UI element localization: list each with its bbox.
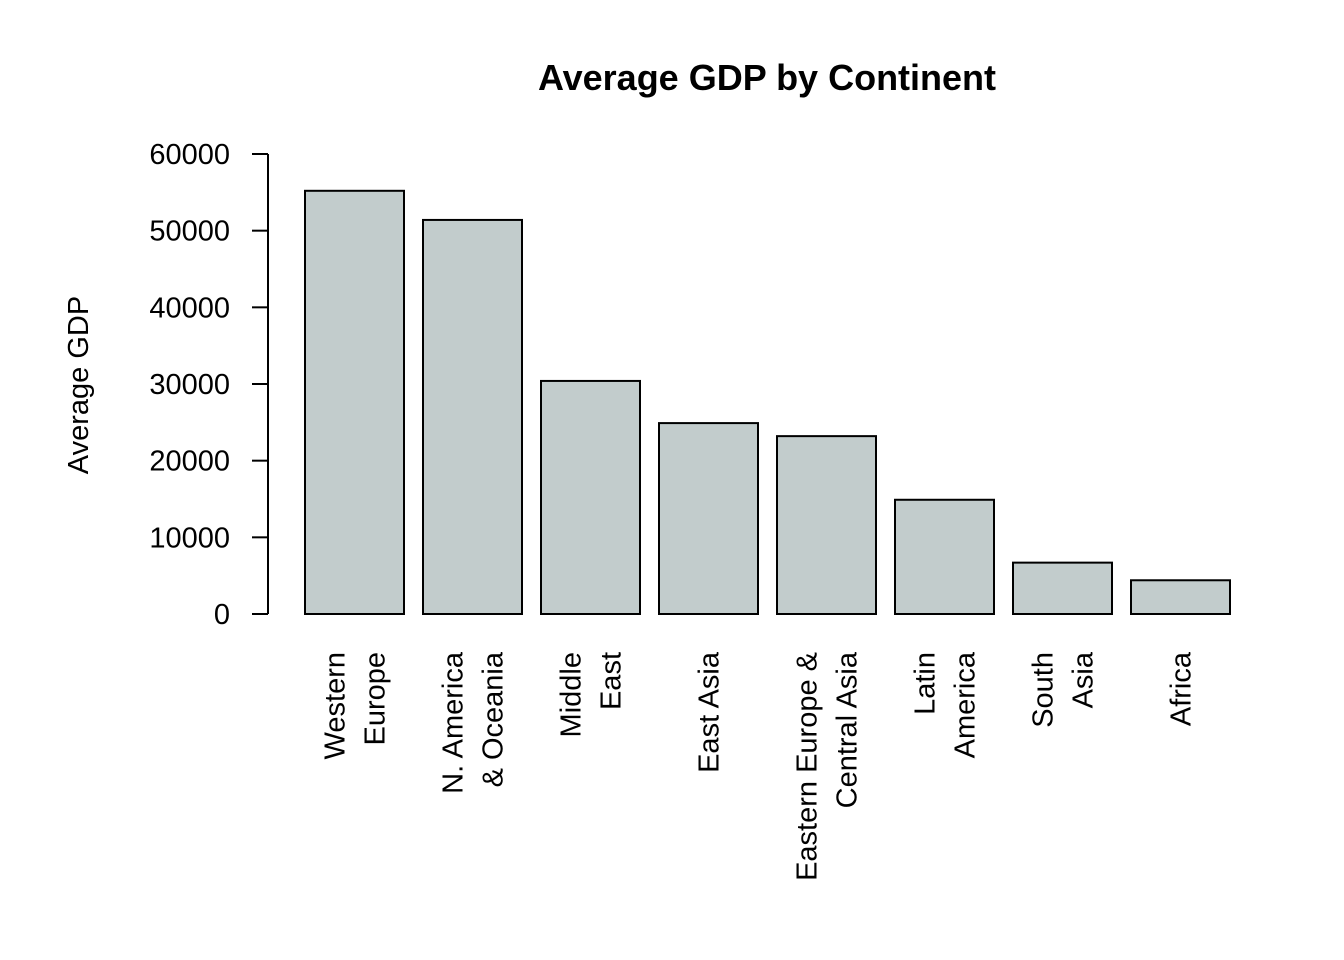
bar	[304, 189, 405, 616]
y-axis-label: Average GDP	[63, 296, 95, 474]
category-label-line: & Oceania	[478, 651, 510, 787]
category-label-line: South	[1028, 652, 1060, 728]
category-label-line: East	[596, 652, 628, 710]
category-label: Latin America	[910, 651, 982, 758]
category-label-line: Middle	[556, 652, 588, 737]
category-label-line: Central Asia	[832, 651, 864, 808]
category-label-line: East Asia	[694, 651, 726, 773]
category-label-line: N. America	[438, 651, 470, 794]
y-tick-label: 40000	[149, 292, 230, 324]
chart-title: Average GDP by Continent	[538, 57, 996, 98]
category-label-line: America	[950, 651, 982, 758]
y-tick-label: 0	[214, 599, 230, 631]
category-label: Africa	[1166, 651, 1198, 726]
y-tick-label: 20000	[149, 446, 230, 478]
bar	[776, 435, 877, 615]
bar	[422, 218, 523, 616]
bar	[540, 379, 641, 615]
y-tick-label: 50000	[149, 216, 230, 248]
y-tick-label: 30000	[149, 369, 230, 401]
y-tick-label: 60000	[149, 139, 230, 171]
category-label: N. America & Oceania	[438, 651, 510, 794]
bar	[894, 498, 995, 615]
category-label: Western Europe	[320, 652, 392, 759]
bar	[1012, 561, 1113, 616]
y-axis: 0 10000 20000 30000 40000 50000 60000	[149, 139, 269, 631]
category-label: South Asia	[1028, 651, 1100, 728]
category-label-line: Eastern Europe &	[792, 652, 824, 881]
category-label: East Asia	[694, 651, 726, 773]
category-label-line: Asia	[1068, 651, 1100, 708]
bar	[1130, 579, 1231, 615]
category-labels: Western Europe N. America & Oceania Middle Ea…	[320, 651, 1198, 881]
category-label: Eastern Europe & Central Asia	[792, 651, 864, 881]
y-tick-label: 10000	[149, 522, 230, 554]
category-label-line: Western	[320, 652, 352, 759]
bars	[304, 189, 1231, 616]
category-label-line: Latin	[910, 652, 942, 715]
category-label: Middle East	[556, 652, 628, 737]
bar	[658, 422, 759, 615]
category-label-line: Europe	[360, 652, 392, 746]
category-label-line: Africa	[1166, 651, 1198, 726]
